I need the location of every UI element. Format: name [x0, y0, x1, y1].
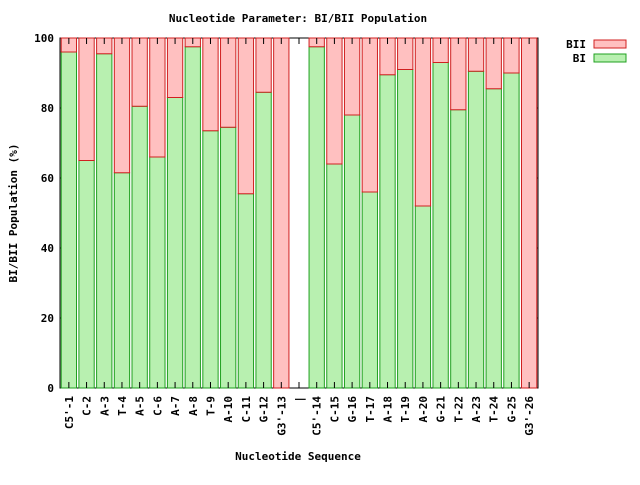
x-tick-label: T-4	[116, 396, 129, 416]
y-tick-label: 80	[41, 102, 54, 115]
x-tick-label: T-9	[204, 396, 217, 416]
bar-bii	[78, 37, 95, 161]
bar-bii	[237, 37, 255, 195]
x-tick-label: T-24	[488, 396, 501, 423]
bar-bii	[220, 37, 237, 128]
x-tick-label: G-16	[346, 396, 359, 423]
x-axis-label: Nucleotide Sequence	[235, 450, 361, 463]
x-tick-label: C-11	[240, 396, 253, 423]
x-tick-label: G3'-13	[275, 396, 288, 436]
y-axis-label: BI/BII Population (%)	[7, 143, 20, 282]
x-tick-label: G3'-26	[523, 396, 536, 436]
bar-bi	[343, 114, 361, 389]
bar-bi	[202, 130, 219, 389]
bar-bi	[432, 62, 449, 389]
bar-bii	[343, 37, 361, 116]
y-tick-label: 0	[47, 382, 54, 395]
x-tick-label: T-19	[399, 396, 412, 423]
bar-bii	[202, 37, 219, 132]
bar-bi	[78, 160, 95, 389]
bar-bi	[237, 193, 255, 389]
bar-bi	[149, 156, 166, 389]
x-tick-label: A-10	[222, 396, 235, 423]
bar-bii	[255, 37, 272, 93]
bar-bi	[113, 172, 131, 389]
x-tick-label: C-15	[328, 396, 341, 423]
y-tick-label: 20	[41, 312, 54, 325]
x-tick-label: A-3	[98, 396, 111, 416]
bar-bi	[326, 163, 343, 389]
x-tick-label: A-20	[417, 396, 430, 423]
bar-bi	[503, 72, 520, 389]
x-tick-label: C5'-1	[63, 396, 76, 429]
bar-bi	[485, 88, 502, 389]
bar-bi	[96, 53, 113, 389]
chart-title: Nucleotide Parameter: BI/BII Population	[169, 12, 427, 25]
y-tick-label: 60	[41, 172, 54, 185]
x-tick-label: T-17	[364, 396, 377, 423]
legend-label-bi: BI	[573, 52, 586, 65]
bar-bii	[326, 37, 343, 165]
bar-bii	[485, 37, 502, 90]
bar-bi	[361, 191, 378, 389]
bar-bii	[450, 37, 467, 111]
legend-swatch-bii	[593, 39, 627, 49]
x-tick-label: G-25	[505, 396, 518, 423]
bar-bii	[166, 37, 184, 98]
legend-swatch-bi	[593, 53, 627, 63]
bar-bii	[520, 37, 538, 389]
x-tick-label: C-2	[81, 396, 94, 416]
x-tick-label: A-8	[187, 396, 200, 416]
x-tick-label: |	[293, 396, 306, 403]
bar-bii	[361, 37, 378, 193]
x-tick-label: A-18	[382, 396, 395, 423]
bar-bi	[450, 109, 467, 389]
y-tick-label: 100	[34, 32, 54, 45]
bar-bi	[414, 205, 432, 389]
x-tick-label: C-6	[151, 396, 164, 416]
x-tick-label: A-23	[470, 396, 483, 423]
bar-bi	[184, 46, 201, 389]
bar-bi	[397, 69, 414, 389]
bar-bi	[60, 51, 78, 389]
bar-bi	[467, 70, 485, 389]
bar-bi	[308, 46, 325, 389]
x-tick-label: G-21	[435, 396, 448, 423]
plot-area: 0 20 40 60 80 100 C5'-1 C-2 A-3 T-4 A-5 C-6 A-7 A-8 T-…	[34, 32, 539, 436]
bar-bi	[131, 105, 148, 389]
bar-bii	[113, 37, 131, 174]
bar-bii	[273, 37, 290, 389]
y-tick-label: 40	[41, 242, 54, 255]
bar-bi	[220, 126, 237, 389]
bar-bii	[149, 37, 166, 158]
x-tick-label: A-5	[134, 396, 147, 416]
x-tick-label: T-22	[452, 396, 465, 423]
bar-bi	[166, 97, 184, 389]
x-tick-label: G-12	[258, 396, 271, 423]
bar-bi	[379, 74, 396, 389]
bar-bii	[131, 37, 148, 107]
bar-bii	[414, 37, 432, 207]
x-tick-label: C5'-14	[311, 396, 324, 436]
bar-bi	[255, 91, 272, 389]
x-tick-label: A-7	[169, 396, 182, 416]
legend-label-bii: BII	[566, 38, 586, 51]
